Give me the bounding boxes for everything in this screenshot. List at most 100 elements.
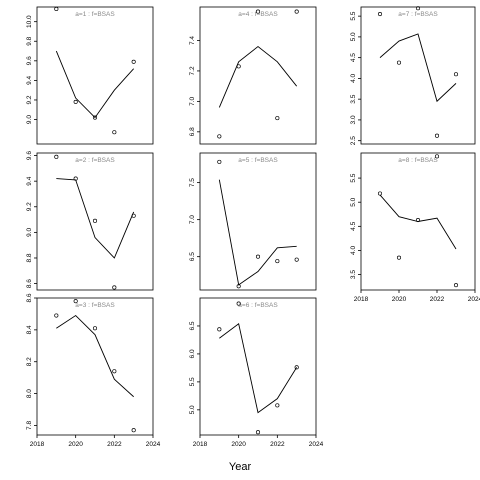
y-tick-label: 9.2: [26, 95, 33, 104]
observed-point: [236, 284, 241, 289]
observed-point: [396, 60, 402, 65]
panel-8: a=8 : f=BSAS 3.5 4.0 4.5 5.0 5.5 2018 2020 2022 2…: [350, 152, 480, 303]
y-tick-label: 5.5: [350, 11, 357, 20]
y-tick-label: 8.8: [26, 253, 33, 262]
fitted-line: [56, 178, 135, 259]
observed-point: [453, 283, 459, 288]
observed-point: [236, 301, 241, 306]
y-tick-label: 5.0: [189, 405, 196, 414]
fitted-line: [56, 314, 134, 398]
observed-point: [73, 99, 78, 104]
observed-point: [92, 115, 98, 120]
observed-point: [217, 134, 222, 139]
observed-point: [112, 369, 117, 374]
panel-5: a=5 : f=BSAS 6.5 7.0 7.5: [189, 152, 317, 291]
panel-frame: [360, 6, 476, 145]
panel-3: a=3 : f=BSAS 7.8 8.0 8.2 8.4 8.6 2018 2020 2022 2…: [26, 293, 161, 448]
x-tick-label: 2022: [270, 441, 285, 448]
observed-point: [54, 313, 59, 318]
observed-point: [415, 218, 421, 223]
panel-title: a=5 : f=BSAS: [238, 157, 278, 164]
y-tick-label: 4.0: [350, 74, 357, 83]
y-tick-label: 8.0: [26, 389, 33, 398]
panel-frame: [36, 6, 154, 145]
observed-point: [255, 254, 261, 259]
panel-7: a=7 : f=BSAS 2.5 3.0 3.5 4.0 4.5 5.0 5.5: [350, 6, 476, 145]
y-tick-label: 6.5: [189, 252, 196, 261]
y-tick-label: 6.5: [189, 321, 196, 330]
x-tick-label: 2020: [231, 441, 246, 448]
y-tick-label: 8.4: [26, 325, 33, 334]
observed-point: [217, 159, 222, 164]
x-tick-label: 2018: [193, 441, 208, 448]
observed-point: [453, 72, 459, 77]
y-tick-label: 8.2: [26, 357, 33, 366]
y-tick-label: 3.0: [350, 115, 357, 124]
observed-point: [434, 154, 440, 159]
y-tick-label: 6.8: [189, 127, 196, 136]
observed-point: [275, 403, 280, 408]
y-tick-label: 9.6: [26, 151, 33, 160]
observed-point: [294, 9, 299, 14]
x-tick-label: 2018: [354, 296, 369, 303]
y-tick-label: 8.6: [26, 293, 33, 302]
observed-point: [294, 365, 299, 370]
y-tick-label: 3.5: [350, 94, 357, 103]
y-tick-label: 9.0: [26, 227, 33, 236]
panel-frame: [360, 152, 476, 291]
x-tick-label: 2022: [430, 296, 445, 303]
panel-1: a=1 : f=BSAS 9.0 9.2 9.4 9.6 9.8 10.0: [26, 6, 154, 145]
fitted-line: [219, 322, 298, 414]
y-tick-label: 5.0: [350, 32, 357, 41]
observed-point: [131, 59, 136, 64]
y-tick-label: 6.0: [189, 349, 196, 358]
panel-frame: [199, 152, 317, 291]
y-tick-label: 5.0: [350, 197, 357, 206]
panel-frame: [36, 297, 154, 436]
fitted-line: [218, 46, 298, 108]
observed-point: [112, 285, 117, 290]
panel-title: a=3 : f=BSAS: [75, 302, 115, 309]
y-tick-label: 4.5: [350, 221, 357, 230]
y-tick-label: 4.5: [350, 53, 357, 62]
observed-point: [275, 116, 280, 121]
observed-point: [434, 133, 440, 138]
y-tick-label: 7.8: [26, 421, 33, 430]
y-tick-label: 7.0: [189, 96, 196, 105]
fitted-line: [218, 179, 297, 286]
y-tick-label: 9.8: [26, 36, 33, 45]
panel-4: a=4 : f=BSAS 6.8 7.0 7.2 7.4: [189, 6, 317, 145]
observed-point: [92, 326, 98, 331]
observed-point: [377, 191, 383, 196]
panel-title: a=2 : f=BSAS: [75, 157, 115, 164]
y-tick-label: 9.0: [26, 115, 33, 124]
panel-grid: a=1 : f=BSAS 9.0 9.2 9.4 9.6 9.8 10.0 a=2 : f=B…: [26, 6, 480, 448]
x-tick-label: 2024: [468, 296, 480, 303]
y-tick-label: 5.5: [189, 377, 196, 386]
observed-point: [217, 327, 222, 332]
observed-point: [294, 257, 299, 262]
x-axis-label: Year: [229, 461, 252, 473]
fitted-line: [379, 33, 457, 103]
observed-point: [131, 213, 136, 218]
panel-title: a=8 : f=BSAS: [398, 157, 438, 164]
x-tick-label: 2022: [107, 441, 122, 448]
observed-point: [236, 64, 241, 69]
observed-point: [415, 6, 421, 11]
y-tick-label: 7.4: [189, 36, 196, 45]
x-tick-label: 2024: [146, 441, 161, 448]
fitted-line: [55, 50, 135, 119]
y-tick-label: 10.0: [26, 15, 33, 28]
panel-title: a=7 : f=BSAS: [398, 11, 438, 18]
panel-frame: [36, 152, 154, 291]
y-tick-label: 7.2: [189, 66, 196, 75]
observed-point: [54, 154, 59, 159]
observed-point: [92, 218, 98, 223]
y-tick-label: 4.0: [350, 246, 357, 255]
panel-title: a=6 : f=BSAS: [238, 302, 278, 309]
y-tick-label: 9.4: [26, 75, 33, 84]
observed-point: [131, 428, 136, 433]
observed-point: [396, 255, 402, 260]
y-tick-label: 7.5: [189, 178, 196, 187]
